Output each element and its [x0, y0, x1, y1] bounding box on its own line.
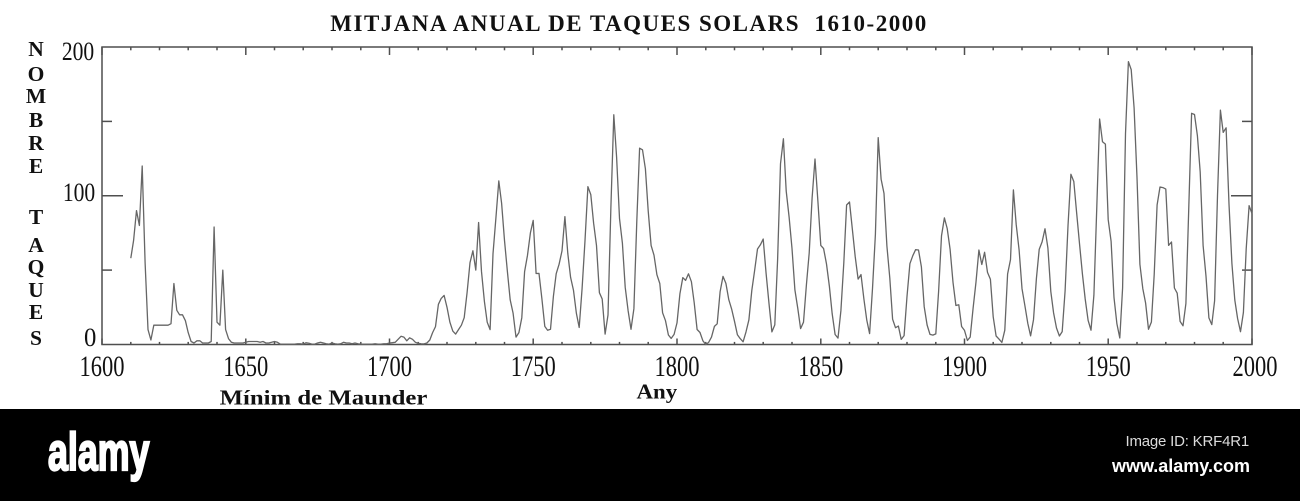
svg-text:1800: 1800: [655, 350, 700, 383]
svg-text:MITJANA ANUAL DE TAQUES SOLARS: MITJANA ANUAL DE TAQUES SOLARS 1610-2000: [330, 11, 927, 36]
svg-text:Mínim de Maunder: Mínim de Maunder: [220, 386, 428, 409]
svg-text:1950: 1950: [1086, 350, 1131, 383]
svg-text:N: N: [28, 37, 44, 61]
svg-text:1600: 1600: [80, 350, 125, 383]
svg-text:T: T: [29, 205, 44, 229]
svg-text:R: R: [28, 131, 44, 155]
svg-text:2000: 2000: [1233, 350, 1278, 383]
svg-text:S: S: [30, 326, 42, 350]
svg-text:0: 0: [84, 323, 96, 352]
svg-text:E: E: [29, 300, 43, 324]
svg-text:1750: 1750: [511, 350, 556, 383]
svg-text:1850: 1850: [798, 350, 843, 383]
svg-text:O: O: [28, 62, 45, 86]
svg-text:Q: Q: [28, 255, 45, 279]
svg-text:1700: 1700: [367, 350, 412, 383]
svg-text:M: M: [26, 84, 46, 108]
svg-text:1900: 1900: [942, 350, 987, 383]
svg-text:200: 200: [62, 38, 94, 66]
svg-text:E: E: [29, 154, 43, 178]
svg-text:U: U: [28, 278, 44, 302]
svg-text:B: B: [29, 108, 43, 132]
svg-text:100: 100: [63, 179, 95, 207]
svg-text:1650: 1650: [223, 350, 268, 383]
svg-text:Any: Any: [636, 379, 677, 403]
svg-text:A: A: [28, 233, 44, 257]
